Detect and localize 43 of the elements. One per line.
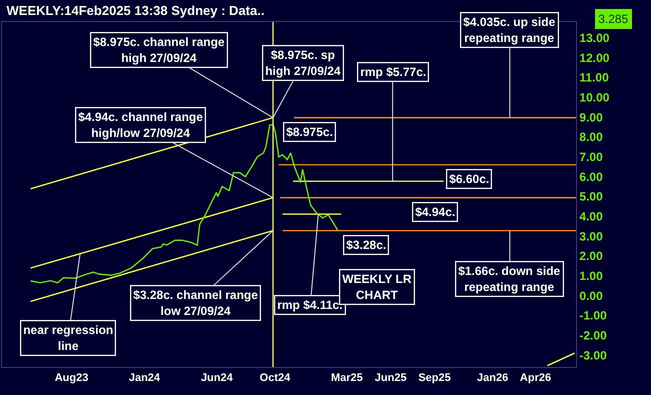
y-tick-label: 10.00 (579, 90, 610, 105)
y-tick-label: 6.00 (579, 170, 604, 184)
line-series (30, 124, 338, 284)
x-tick-label: Jun25 (374, 372, 407, 384)
x-tick-label: Jan26 (477, 372, 508, 384)
y-tick-label: 8.00 (579, 130, 604, 144)
annotation: $1.66c. down side repeating range (458, 264, 561, 294)
y-tick-label: 9.00 (579, 110, 604, 124)
annotation: $6.60c. (449, 172, 490, 186)
x-tick-label: Mar25 (330, 372, 363, 384)
y-tick-label: 11.00 (579, 70, 610, 85)
y-tick-label: 5.00 (579, 190, 604, 204)
annotation: $3.28c. (346, 238, 386, 252)
annotation: $4.94c. channel range high/low 27/09/24 (78, 110, 204, 140)
y-tick-label: 0.00 (579, 288, 604, 303)
text: 3.285 (598, 12, 629, 26)
y-tick-label: -1.00 (579, 308, 608, 323)
annotation: near regression line (23, 323, 114, 353)
annotation: $8.975c. sp high 27/09/24 (265, 48, 341, 78)
y-tick-label: 12.00 (579, 50, 610, 65)
x-tick-label: Jan24 (128, 372, 161, 384)
y-tick-label: 2.00 (579, 249, 604, 264)
y-tick-label: 4.00 (579, 210, 604, 224)
annotation: rmp $4.11c. (277, 298, 343, 312)
y-tick-label: 1.00 (579, 268, 604, 283)
annotation: $4.035c. up side repeating range (463, 15, 556, 45)
chart-title: WEEKLY:14Feb2025 13:38 Sydney : Data.. (6, 3, 264, 18)
x-tick-label: Apr26 (520, 372, 552, 384)
y-tick-label: 3.00 (579, 229, 604, 244)
y-tick-label: 7.00 (579, 150, 604, 164)
x-tick-label: Oct24 (260, 372, 292, 384)
y-tick-label: 13.00 (579, 31, 610, 46)
y-tick-label: -3.00 (579, 348, 608, 362)
y-tick-label: -2.00 (579, 328, 608, 342)
x-tick-label: Aug23 (54, 372, 88, 384)
x-tick-label: Jun24 (200, 372, 234, 384)
annotation: $4.94c. (415, 205, 456, 220)
annotation: $3.28c. channel range low 27/09/24 (133, 288, 258, 318)
annotation: $8.975c. channel range high 27/09/24 (93, 35, 225, 65)
annotation: $8.975c. (286, 125, 333, 140)
x-tick-label: Sep25 (418, 372, 451, 384)
annotation: rmp $5.77c. (360, 65, 426, 80)
annotation: WEEKLY LR CHART (342, 272, 412, 302)
